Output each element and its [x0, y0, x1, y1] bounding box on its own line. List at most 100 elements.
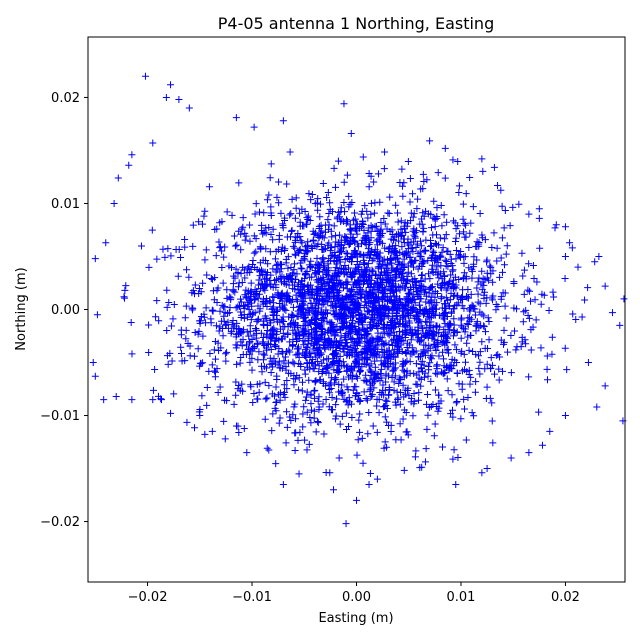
cloud-point-3114: [384, 355, 392, 363]
cloud-point-1586: [259, 334, 267, 342]
cloud-point-3362: [311, 327, 319, 335]
cloud-point-3175: [414, 265, 422, 273]
cloud-point-326: [287, 210, 295, 218]
cloud-point-2439: [289, 312, 297, 320]
cloud-point-1772: [260, 228, 268, 236]
cloud-point-1926: [440, 278, 448, 286]
cloud-point-2155: [396, 400, 404, 408]
cloud-point-1326: [350, 209, 358, 217]
cloud-point-1322: [343, 383, 351, 391]
cloud-point-2532: [410, 225, 418, 233]
cloud-point-1767: [307, 317, 315, 325]
cloud-point-1899: [201, 207, 209, 215]
cloud-point-382: [421, 458, 429, 466]
cloud-point-3402: [277, 247, 285, 255]
cloud-point-281: [303, 388, 311, 396]
cloud-point-3456: [331, 267, 339, 275]
cloud-point-2015: [325, 239, 333, 247]
cloud-point-2895: [449, 276, 457, 284]
cloud-point-2075: [303, 446, 311, 454]
cloud-point-3336: [286, 233, 294, 241]
cloud-point-42: [252, 248, 260, 256]
cloud-point-2004: [235, 381, 243, 389]
cloud-point-704: [419, 259, 427, 267]
data-point-38: [89, 359, 97, 367]
cloud-point-3337: [292, 328, 300, 336]
cloud-point-2386: [300, 403, 308, 411]
cloud-point-3488: [270, 303, 278, 311]
cloud-point-923: [181, 235, 189, 243]
cloud-point-439: [462, 190, 470, 198]
cloud-point-1270: [332, 183, 340, 191]
cloud-point-1494: [458, 385, 466, 393]
cloud-point-1914: [291, 400, 299, 408]
cloud-point-202: [293, 297, 301, 305]
cloud-point-2685: [378, 229, 386, 237]
cloud-point-2170: [439, 443, 447, 451]
cloud-point-1399: [394, 218, 402, 226]
cloud-point-2965: [341, 208, 349, 216]
cloud-point-1649: [545, 307, 553, 315]
cloud-point-3298: [373, 278, 381, 286]
cloud-point-441: [417, 382, 425, 390]
cloud-point-2034: [315, 262, 323, 270]
cloud-point-908: [387, 235, 395, 243]
cloud-point-435: [322, 396, 330, 404]
cloud-point-1521: [337, 247, 345, 255]
cloud-point-3096: [371, 363, 379, 371]
cloud-point-2339: [504, 348, 512, 356]
cloud-point-2971: [260, 295, 268, 303]
cloud-point-1492: [398, 165, 406, 173]
cloud-point-2800: [384, 422, 392, 430]
cloud-point-3098: [311, 267, 319, 275]
cloud-point-440: [465, 243, 473, 251]
cloud-point-3450: [332, 350, 340, 358]
cloud-point-3443: [434, 342, 442, 350]
cloud-point-3019: [359, 272, 367, 280]
cloud-point-3288: [387, 249, 395, 257]
cloud-point-1984: [304, 212, 312, 220]
cloud-point-1765: [483, 383, 491, 391]
y-tick-label-2: 0.00: [51, 303, 80, 318]
cloud-point-857: [212, 252, 220, 260]
cloud-point-1407: [381, 244, 389, 252]
cloud-point-2805: [265, 191, 273, 199]
cloud-point-2282: [415, 262, 423, 270]
cloud-point-2624: [298, 277, 306, 285]
cloud-point-2925: [298, 205, 306, 213]
cloud-point-1132: [474, 290, 482, 298]
cloud-point-2152: [495, 365, 503, 373]
cloud-point-2540: [324, 278, 332, 286]
cloud-point-2735: [414, 195, 422, 203]
cloud-point-963: [423, 400, 431, 408]
cloud-point-3154: [334, 254, 342, 262]
cloud-point-3269: [257, 245, 265, 253]
cloud-point-3432: [375, 320, 383, 328]
cloud-point-1291: [379, 348, 387, 356]
cloud-point-1706: [424, 270, 432, 278]
cloud-point-540: [250, 249, 258, 257]
cloud-point-3222: [128, 350, 136, 358]
cloud-point-728: [399, 269, 407, 277]
cloud-point-3006: [261, 312, 269, 320]
cloud-point-2582: [200, 212, 208, 220]
cloud-point-1237: [215, 238, 223, 246]
cloud-point-1317: [246, 237, 254, 245]
cloud-point-3303: [430, 432, 438, 440]
cloud-point-460: [323, 193, 331, 201]
data-point-26: [595, 252, 603, 260]
cloud-point-3014: [330, 358, 338, 366]
cloud-point-1334: [457, 316, 465, 324]
cloud-point-3018: [447, 309, 455, 317]
cloud-point-2679: [437, 333, 445, 341]
cloud-point-2049: [300, 318, 308, 326]
cloud-point-2942: [330, 366, 338, 374]
cloud-point-1107: [377, 218, 385, 226]
cloud-point-2919: [342, 233, 350, 241]
cloud-point-2356: [524, 312, 532, 320]
cloud-point-2264: [275, 357, 283, 365]
cloud-point-2436: [409, 296, 417, 304]
cloud-point-2115: [300, 298, 308, 306]
cloud-point-2835: [351, 301, 359, 309]
